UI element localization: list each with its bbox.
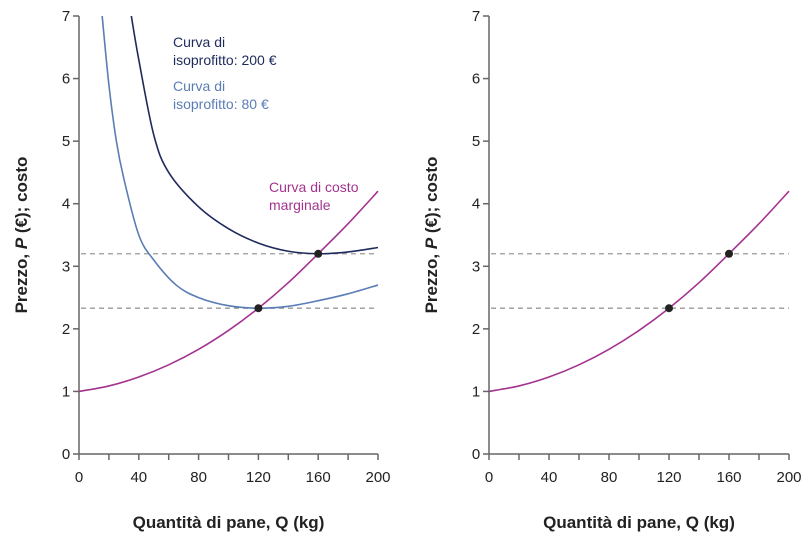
y-tick-label: 2 [62,321,70,338]
equilibrium-point [725,249,733,258]
series-label: isoprofitto: 200 € [173,52,277,68]
y-tick-label: 4 [472,196,480,213]
y-tick-label: 2 [472,321,480,338]
equilibrium-point [314,249,323,258]
x-tick-label: 0 [485,469,493,486]
y-axis-title-part: (€); costo [12,157,31,238]
x-tick-label: 80 [190,469,207,486]
y-tick-label: 3 [62,258,70,275]
y-axis-title-variable: P [12,237,31,249]
y-tick-label: 0 [472,446,480,463]
x-tick-label: 80 [601,469,618,486]
x-tick-label: 0 [75,469,83,486]
x-tick-label: 160 [716,469,741,486]
y-tick-label: 7 [472,8,480,25]
y-tick-label: 1 [62,383,70,400]
y-tick-label: 0 [62,446,70,463]
series-label: Curva di [173,34,225,50]
y-tick-label: 6 [62,71,70,88]
y-axis-title-part: Prezzo, [12,249,31,313]
x-tick-label: 40 [130,469,147,486]
x-tick-label: 200 [776,469,801,486]
series-line-1 [488,190,790,393]
y-tick-label: 3 [472,258,480,275]
series-line-3 [78,190,379,393]
y-axis-title: Prezzo, P (€); costo [422,157,441,314]
series-label: isoprofitto: 80 € [173,96,269,112]
y-axis-title-variable: P [422,237,441,249]
chart-panel-1: 0 1 2 3 4 5 6 7 0 40 80 120 160 200 Quantità di pane, … [12,8,391,532]
y-tick-label: 4 [62,196,70,213]
series-line-2 [101,15,379,310]
y-axis-title: Prezzo, P (€); costo [12,157,31,314]
y-tick-label: 6 [472,71,480,88]
y-tick-label: 5 [472,133,480,150]
x-tick-label: 120 [246,469,271,486]
series-line-1 [130,15,379,255]
x-tick-label: 160 [306,469,331,486]
y-axis-title-part: Prezzo, [422,249,441,313]
y-tick-label: 7 [62,8,70,25]
equilibrium-point [665,304,673,313]
y-axis-title-part: (€); costo [422,157,441,238]
x-tick-label: 120 [656,469,681,486]
y-tick-label: 5 [62,133,70,150]
y-tick-label: 1 [472,383,480,400]
chart-panel-2: 0 1 2 3 4 5 6 7 0 40 80 120 160 200 Quantità di pane, … [422,8,802,532]
x-axis-title: Quantità di pane, Q (kg) [133,513,325,532]
x-tick-label: 40 [541,469,558,486]
series-label: Curva di costo [269,179,359,195]
equilibrium-point [254,304,263,313]
series-label: marginale [269,197,331,213]
series-label: Curva di [173,78,225,94]
x-tick-label: 200 [365,469,390,486]
x-axis-title: Quantità di pane, Q (kg) [543,513,735,532]
